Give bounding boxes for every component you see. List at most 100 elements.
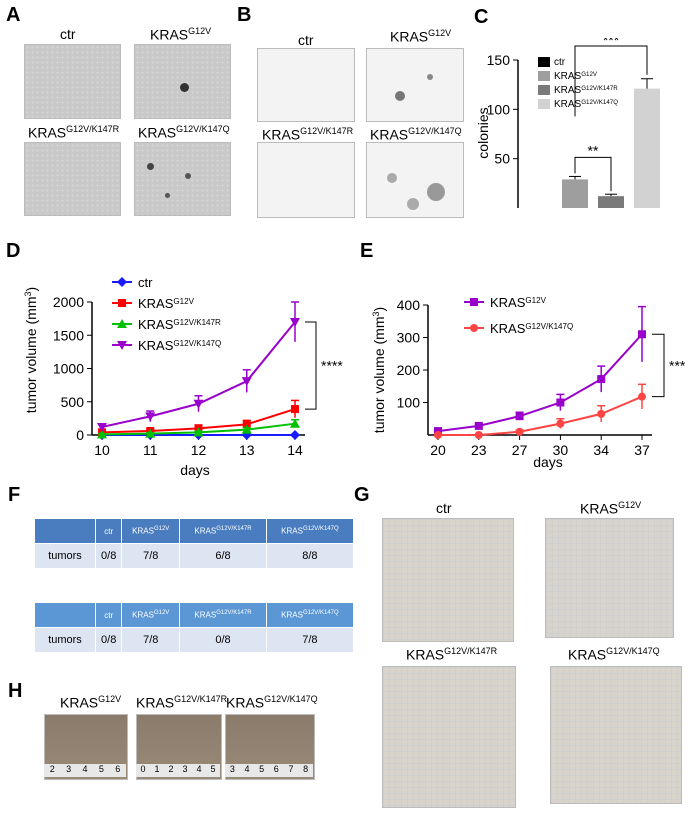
chart-d: tumor volume (mm3) days 0 500 1000 1500 2000… — [23, 275, 343, 478]
legend-text: KRASG12V — [138, 296, 195, 311]
table2-row-label: tumors — [34, 627, 96, 653]
table2-header-k147r: KRASG12V/K147R — [179, 602, 267, 628]
data-point — [145, 412, 156, 422]
table2-cell: 0/8 — [94, 627, 123, 653]
ruler-tick-label: 1 — [154, 764, 160, 774]
legend-text: ctr — [554, 57, 566, 68]
series-line — [437, 333, 643, 433]
photo-b-label-k147q: KRASG12V/K147Q — [370, 126, 462, 143]
legend-text: ctr — [138, 275, 153, 290]
photo-b-label-g12v: KRASG12V — [390, 28, 452, 45]
ruler-tick-label: 8 — [303, 764, 309, 774]
photo-h-label-g12v: KRASG12V — [60, 694, 122, 711]
x-tick-label: 34 — [593, 442, 609, 458]
data-point — [291, 405, 299, 414]
data-point — [241, 424, 252, 434]
data-point — [290, 317, 300, 327]
y-tick-label: 300 — [397, 330, 421, 346]
ruler-tick-label: 2 — [49, 764, 55, 774]
legend-swatch — [538, 99, 550, 109]
data-point — [470, 298, 478, 306]
ruler-tick-label: 4 — [244, 764, 250, 774]
legend-text: KRASG12V — [490, 295, 547, 310]
x-tick-label: 10 — [94, 442, 110, 458]
tumor-table-2: ctr KRASG12V KRASG12V/K147R KRASG12V/K14… — [34, 602, 355, 653]
data-point — [556, 398, 565, 407]
y-tick-label: 0 — [76, 427, 84, 443]
table1-cell: 7/8 — [121, 543, 181, 569]
photo-g-k147q — [550, 666, 682, 804]
ruler-tick-label: 3 — [66, 764, 72, 774]
data-point — [290, 430, 300, 440]
photo-a-label-ctr: ctr — [60, 26, 76, 42]
data-point — [118, 299, 126, 307]
photo-a-label-g12v: KRASG12V — [150, 26, 212, 43]
data-point — [470, 324, 478, 332]
photo-b-k147q — [366, 142, 464, 218]
legend-text: KRASG12V/K147Q — [138, 338, 221, 353]
data-point — [193, 399, 204, 409]
photo-h-label-k147q: KRASG12V/K147Q — [226, 694, 318, 711]
photo-g-k147r — [382, 666, 516, 808]
photo-g-label-g12v: KRASG12V — [580, 500, 642, 517]
y-tick-label: 400 — [397, 297, 421, 313]
bar — [634, 88, 660, 208]
table2-cell: 7/8 — [121, 627, 181, 653]
table2-cell: 7/8 — [265, 627, 355, 653]
legend-text: KRASG12V — [554, 71, 598, 83]
data-point — [97, 423, 107, 433]
chart-e-ylabel: tumor volume (mm3) — [372, 307, 387, 433]
y-tick-label: 200 — [397, 362, 421, 378]
photo-a-label-k147q: KRASG12V/K147Q — [138, 124, 230, 141]
chart-d-ylabel: tumor volume (mm3) — [23, 287, 39, 413]
table2-cell: 0/8 — [179, 627, 267, 653]
data-point — [145, 428, 156, 438]
y-tick-label: 500 — [61, 394, 85, 410]
panel-label-f: F — [8, 484, 21, 506]
panel-label-a: A — [6, 4, 21, 26]
chart-c-ylabel: colonies — [478, 107, 491, 158]
x-tick-label: 23 — [471, 442, 487, 458]
legend-text: KRASG12V/K147R — [554, 85, 618, 97]
series-line — [438, 395, 643, 436]
table2-header-g12v: KRASG12V — [121, 602, 181, 628]
sig-label: *** — [603, 38, 620, 48]
y-tick-label: 1000 — [53, 361, 84, 377]
sig-bracket — [652, 333, 665, 398]
photo-a-label-k147r: KRASG12V/K147R — [28, 124, 120, 141]
table1-row-label: tumors — [34, 543, 96, 569]
panel-label-g: G — [354, 484, 370, 506]
ruler-tick-label: 3 — [182, 764, 188, 774]
y-tick-label: 100 — [487, 101, 511, 117]
photo-a-g12v — [134, 44, 231, 119]
ruler-tick-label: 5 — [259, 764, 265, 774]
data-point — [117, 319, 127, 328]
data-point — [515, 427, 524, 436]
table1-header-k147r: KRASG12V/K147R — [179, 518, 267, 544]
y-tick-label: 50 — [494, 151, 510, 167]
x-tick-label: 14 — [287, 442, 303, 458]
data-point — [241, 377, 252, 387]
x-tick-label: 37 — [634, 442, 650, 458]
table1-cell: 8/8 — [265, 543, 355, 569]
photo-g-label-ctr: ctr — [436, 500, 452, 516]
table2-header-k147q: KRASG12V/K147Q — [265, 602, 355, 628]
x-tick-label: 12 — [191, 442, 207, 458]
bar — [598, 196, 624, 208]
chart-e-xlabel: days — [533, 454, 563, 470]
y-tick-label: 1500 — [53, 327, 84, 343]
photo-b-k147r — [257, 142, 355, 218]
panel-label-d: D — [6, 240, 21, 262]
x-tick-label: 27 — [512, 442, 528, 458]
ruler-tick-label: 5 — [210, 764, 216, 774]
data-point — [97, 429, 107, 439]
ruler-tick-label: 6 — [115, 764, 121, 774]
chart-c: colonies 50 100 150 ctr KRASG12V KRASG12V/K14… — [478, 38, 660, 208]
chart-e: tumor volume (mm3) days 100 200 300 400 20 23… — [372, 295, 686, 470]
photo-b-label-ctr: ctr — [298, 32, 314, 48]
ruler-tick-label: 7 — [288, 764, 294, 774]
data-point — [638, 392, 646, 401]
